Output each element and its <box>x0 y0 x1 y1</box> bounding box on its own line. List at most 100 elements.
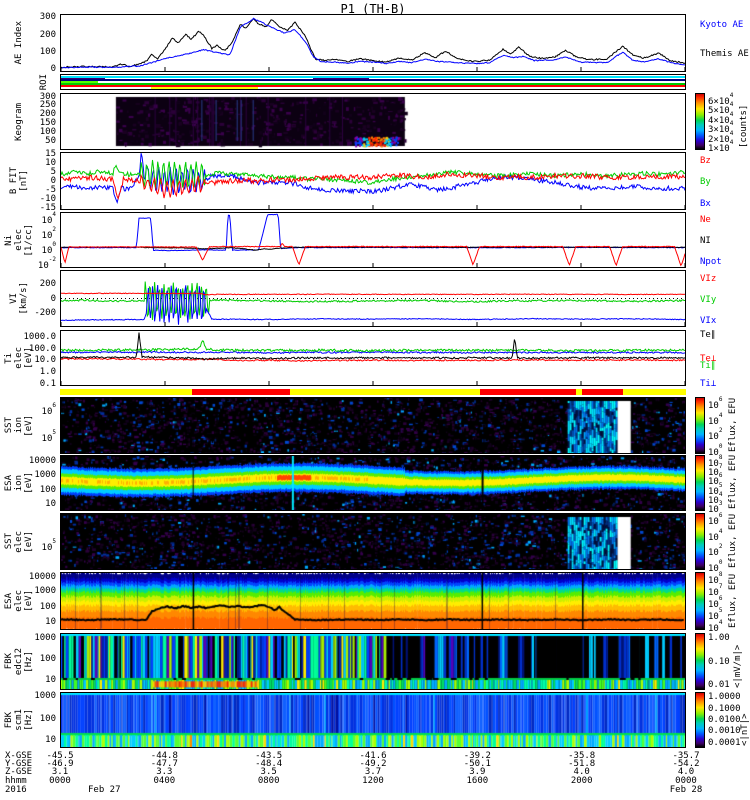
panel-ni <box>60 212 686 268</box>
exponent: 4 <box>52 210 56 218</box>
exponent: 4 <box>729 138 734 146</box>
legend-KyotoAE: Kyoto AE <box>700 19 744 30</box>
axis-value: 3.5 <box>260 767 277 777</box>
axis-value: 4.0 <box>677 767 695 777</box>
y-tick-label: -15 <box>39 203 56 214</box>
colorbar-tick-label: 104 <box>708 618 723 634</box>
y-tick-label: 200 <box>39 109 56 120</box>
y-tick-label: 5 <box>50 166 56 177</box>
exponent: 7 <box>718 583 723 591</box>
y-tick-label: 0.1 <box>39 378 56 389</box>
axis-value: 3.9 <box>469 767 486 777</box>
y-axis-label-roi: ROI <box>38 74 50 90</box>
colorbar-tick-label: 106 <box>708 472 723 488</box>
exponent: 5 <box>718 481 723 489</box>
colorbar-tick-label: 1.00 <box>708 633 730 644</box>
colorbar-tick-label: 0.01 <box>708 679 730 690</box>
y-tick-label: 200 <box>39 279 56 290</box>
y-tick-label: 10 <box>45 674 56 685</box>
panel-fbk_scm <box>60 692 686 748</box>
legend-By: By <box>700 177 711 188</box>
colorbar-tick-label: 107 <box>708 463 723 479</box>
axis-value: 0400 <box>153 776 176 786</box>
panel-vi <box>60 270 686 327</box>
y-tick-label: 10 <box>45 616 56 627</box>
colorbar-tick-label: 6×104 <box>708 92 734 108</box>
y-tick-label: 10000 <box>28 455 56 466</box>
panel-bfit <box>60 152 686 210</box>
exponent: 0 <box>52 240 56 248</box>
y-tick-label: 10 <box>45 157 56 168</box>
panel-roi <box>60 74 686 90</box>
exponent: 2 <box>718 543 723 551</box>
colorbar-tick-label: 105 <box>708 606 723 622</box>
axis-row-label: hhmm <box>5 776 27 786</box>
line-chart-ni <box>61 213 685 267</box>
roi-line <box>61 76 685 79</box>
colorbar-tick-label: 100 <box>708 558 723 574</box>
y-tick-label: 50 <box>45 136 56 147</box>
y-tick-label: 0 <box>50 293 56 304</box>
y-tick-label: 1000 <box>34 586 56 597</box>
colorbar-fbk_scm <box>695 692 705 748</box>
legend-VIz: VIz <box>700 273 717 284</box>
colorbar-tick-label: 0.0001 <box>708 737 741 748</box>
exponent: 4 <box>729 129 734 137</box>
panel-ae <box>60 14 686 72</box>
series-npot <box>61 213 685 252</box>
y-tick-label: 1.0 <box>39 367 56 377</box>
axis-end-date: Feb 28 <box>669 785 703 795</box>
legend-ThemisAE: Themis AE <box>700 48 749 59</box>
survey-mode-segment <box>192 389 290 395</box>
exponent: 4 <box>718 527 723 535</box>
colorbar-tick-label: 108 <box>708 454 723 470</box>
y-tick-label: 100 <box>41 240 56 256</box>
axis-value: -54.2 <box>672 759 700 769</box>
colorbar-tick-label: 102 <box>708 427 723 443</box>
series-bz <box>61 171 685 200</box>
y-tick-label: 10000 <box>28 571 56 582</box>
y-tick-label: 1000 <box>34 632 56 643</box>
colorbar-tick-label: 100 <box>708 442 723 458</box>
colorbar-tick-label: 0.10 <box>708 656 730 667</box>
series-teperp <box>61 357 685 362</box>
y-tick-label: 100 <box>39 654 56 665</box>
axis-value: 1200 <box>362 776 384 786</box>
y-tick-label: 10 <box>45 499 56 510</box>
colorbar-tick-label: 0.1000 <box>708 703 741 714</box>
y-tick-label: 102 <box>41 225 56 241</box>
roi-line <box>150 87 259 90</box>
exponent: 4 <box>718 618 723 626</box>
roi-line <box>313 77 370 80</box>
series-vix <box>61 284 685 325</box>
colorbar-tick-label: 104 <box>708 527 723 543</box>
line-chart-vi <box>61 281 685 326</box>
roi-line <box>61 84 685 87</box>
survey-mode-segment <box>480 389 576 395</box>
legend-Ti: Ti⊥ <box>700 379 717 390</box>
panel-sst_ion <box>60 397 686 454</box>
y-tick-label: 10-2 <box>37 255 56 271</box>
y-tick-label: 150 <box>39 118 56 129</box>
axis-row-label: Y-GSE <box>5 759 33 769</box>
colorbar-tick-label: 1.0000 <box>708 692 741 703</box>
series-ne <box>61 243 685 267</box>
y-axis-label-line: ROI <box>39 73 49 91</box>
axis-value: 2000 <box>570 776 593 786</box>
y-tick-label: 105 <box>41 428 56 444</box>
axis-year-label: 2016 <box>5 785 27 795</box>
exponent: 0 <box>718 442 723 450</box>
panel-esa_elec <box>60 572 686 630</box>
colorbar-esa_elec <box>695 572 705 630</box>
legend-Te: Te∥ <box>700 330 716 341</box>
colorbar-tick-label: 104 <box>708 411 723 427</box>
panel-fbk_edc <box>60 633 686 690</box>
series-tipar <box>61 340 685 353</box>
exponent: 4 <box>718 490 723 498</box>
colorbar-unit-label: [counts] <box>739 104 749 148</box>
series-viy <box>61 281 685 320</box>
y-tick-label: 106 <box>41 402 56 418</box>
series-themis_ae <box>61 17 685 69</box>
axis-value: -44.8 <box>150 751 178 761</box>
colorbar-tick-label: 2×104 <box>708 129 734 145</box>
